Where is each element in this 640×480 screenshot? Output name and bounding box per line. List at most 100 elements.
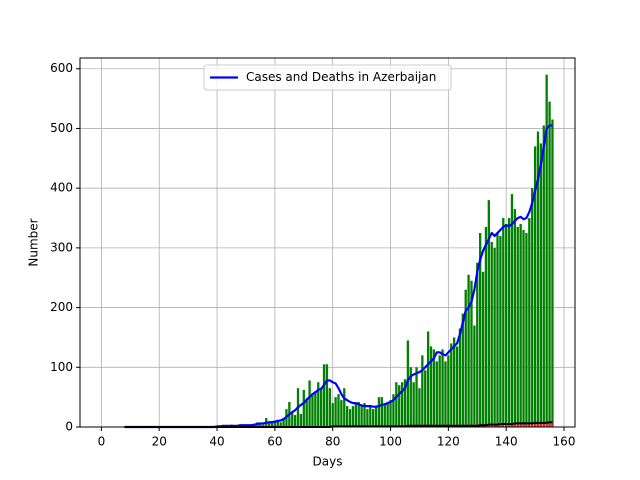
- death-bar: [505, 423, 508, 427]
- death-bar: [528, 423, 531, 427]
- case-bar: [542, 125, 545, 427]
- x-tick-label: 20: [152, 435, 167, 449]
- case-bar: [418, 388, 421, 427]
- case-bar: [293, 415, 297, 427]
- case-bar: [531, 188, 534, 427]
- case-bar: [484, 226, 488, 427]
- case-bar: [273, 421, 277, 427]
- case-bar: [383, 403, 386, 427]
- case-bar: [322, 364, 326, 427]
- death-bar: [510, 423, 514, 427]
- case-bar: [415, 367, 418, 427]
- case-bar: [432, 349, 436, 427]
- case-bar: [464, 289, 467, 427]
- case-bar: [522, 229, 525, 427]
- case-bar: [354, 403, 357, 427]
- death-bar: [519, 423, 522, 427]
- y-tick-label: 500: [50, 121, 73, 135]
- case-bar: [302, 389, 305, 427]
- y-tick-label: 100: [50, 360, 73, 374]
- case-bar: [325, 364, 329, 427]
- case-bar: [412, 382, 415, 427]
- case-bar: [319, 388, 323, 427]
- death-bar: [522, 422, 525, 427]
- case-bar: [473, 325, 476, 427]
- case-bar: [389, 400, 392, 427]
- case-bar: [406, 340, 410, 427]
- death-bar: [525, 422, 528, 427]
- case-bar: [539, 143, 543, 428]
- case-bar: [429, 346, 433, 427]
- case-bar: [374, 406, 378, 427]
- case-bar: [455, 346, 459, 427]
- case-bar: [490, 241, 493, 427]
- case-bar: [331, 403, 334, 427]
- case-bar: [328, 388, 331, 427]
- death-bar: [539, 422, 543, 427]
- case-bar: [525, 232, 528, 427]
- case-bar: [357, 401, 360, 427]
- case-bar: [395, 382, 398, 427]
- case-bar: [502, 218, 505, 427]
- y-axis-label: Number: [27, 218, 41, 266]
- case-bar: [267, 422, 271, 427]
- case-bar: [481, 271, 485, 427]
- x-tick-label: 100: [379, 435, 402, 449]
- x-tick-label: 120: [437, 435, 460, 449]
- death-bar: [513, 422, 517, 427]
- x-tick-label: 160: [553, 435, 576, 449]
- case-bar: [346, 406, 349, 427]
- death-bar: [536, 422, 540, 427]
- case-bar: [487, 200, 490, 427]
- case-bar: [426, 331, 430, 427]
- case-bar: [403, 379, 407, 427]
- case-bar: [369, 406, 372, 427]
- death-bar: [551, 421, 554, 427]
- death-bar: [499, 424, 502, 427]
- x-tick-label: 60: [267, 435, 282, 449]
- x-axis-label: Days: [313, 455, 343, 469]
- case-bar: [409, 367, 412, 427]
- case-bar: [519, 223, 522, 427]
- case-bar: [424, 370, 427, 427]
- case-bar: [276, 419, 279, 427]
- case-bar: [392, 394, 395, 427]
- case-bar: [441, 349, 444, 427]
- case-bar: [438, 355, 441, 427]
- case-bar: [505, 223, 508, 427]
- case-bar: [270, 421, 274, 427]
- death-bar: [516, 423, 519, 427]
- case-bar: [452, 337, 456, 427]
- y-tick-label: 400: [50, 181, 73, 195]
- case-bar: [461, 313, 464, 427]
- case-bar: [380, 397, 384, 427]
- y-tick-label: 0: [65, 420, 73, 434]
- death-bar: [548, 422, 551, 427]
- legend-box: [203, 64, 452, 91]
- case-bar: [510, 194, 514, 427]
- legend: Cases and Deaths in Azerbaijan: [203, 64, 452, 91]
- y-tick-label: 300: [50, 240, 73, 254]
- case-bar: [499, 235, 502, 427]
- case-bar: [366, 409, 369, 427]
- x-tick-label: 140: [495, 435, 518, 449]
- case-bar: [299, 413, 303, 427]
- case-bar: [450, 343, 453, 427]
- case-bar: [334, 397, 337, 427]
- case-bar: [493, 247, 496, 427]
- case-bar: [348, 409, 352, 427]
- case-bar: [447, 355, 450, 427]
- case-bar: [282, 418, 285, 427]
- case-bar: [386, 403, 389, 427]
- case-bar: [262, 424, 265, 427]
- x-tick-label: 40: [209, 435, 224, 449]
- case-bar: [528, 218, 531, 427]
- death-bar: [507, 424, 511, 427]
- case-bar: [308, 380, 311, 427]
- case-bar: [317, 382, 320, 427]
- case-bar: [545, 74, 548, 427]
- death-bar: [533, 422, 537, 427]
- case-bar: [305, 400, 308, 427]
